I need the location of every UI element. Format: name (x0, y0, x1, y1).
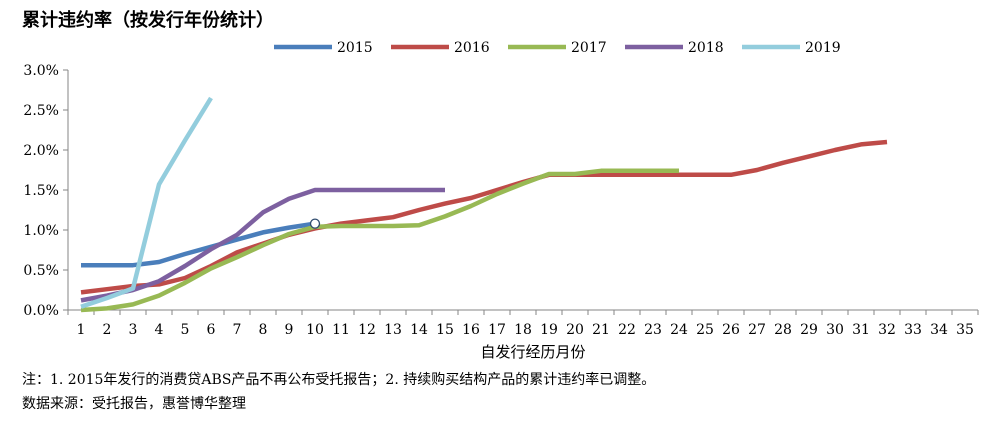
x-tick-label: 31 (852, 322, 870, 338)
series-line-2018 (80, 187, 445, 303)
y-tick-label: 2.5% (23, 103, 59, 119)
x-tick-label: 16 (462, 322, 480, 338)
legend-label-2019: 2019 (805, 40, 841, 56)
x-tick-label: 27 (748, 322, 766, 338)
x-tick-label: 24 (670, 322, 688, 338)
x-tick-label: 11 (332, 322, 350, 338)
x-tick-label: 6 (207, 322, 216, 338)
chart-axes: 0.0%0.5%1.0%1.5%2.0%2.5%3.0%1 2 3 4 5 6 7 8 9 10 1… (23, 63, 979, 361)
x-tick-label: 32 (878, 322, 896, 338)
series-line-2019 (80, 96, 213, 309)
x-tick-label: 19 (540, 322, 558, 338)
x-tick-label: 26 (722, 322, 740, 338)
x-tick-label: 35 (956, 322, 974, 338)
footnote: 注：1. 2015年发行的消费贷ABS产品不再公布受托报告；2. 持续购买结构产… (22, 372, 656, 388)
y-tick-label: 0.5% (23, 263, 59, 279)
y-tick-label: 1.5% (23, 183, 59, 199)
x-tick-label: 10 (306, 322, 324, 338)
series-line-2016 (80, 139, 888, 295)
x-tick-label: 9 (285, 322, 294, 338)
y-tick-label: 2.0% (23, 143, 59, 159)
x-tick-label: 1 (77, 322, 86, 338)
y-tick-label: 0.0% (23, 303, 59, 319)
y-tick-label: 1.0% (23, 223, 59, 239)
series-end-marker-2015 (309, 218, 321, 229)
series-line-2017 (80, 168, 679, 313)
x-tick-label: 23 (644, 322, 662, 338)
x-tick-label: 12 (358, 322, 376, 338)
x-tick-label: 8 (259, 322, 268, 338)
x-axis-label: 自发行经历月份 (480, 343, 585, 361)
x-tick-label: 5 (181, 322, 190, 338)
x-tick-label: 30 (826, 322, 844, 338)
x-tick-label: 4 (155, 322, 164, 338)
chart-legend: 2015 2016 2017 2018 2019 (274, 40, 841, 56)
data-source: 数据来源：受托报告，惠誉博华整理 (22, 396, 246, 412)
x-tick-label: 7 (233, 322, 242, 338)
x-tick-label: 21 (592, 322, 610, 338)
x-tick-label: 34 (930, 322, 948, 338)
legend-label-2018: 2018 (688, 40, 724, 56)
series-line-2015 (81, 221, 316, 268)
x-tick-label: 22 (618, 322, 636, 338)
legend-label-2017: 2017 (571, 40, 607, 56)
x-tick-label: 28 (774, 322, 792, 338)
x-tick-label: 14 (410, 322, 428, 338)
x-tick-label: 17 (488, 322, 506, 338)
x-tick-label: 33 (904, 322, 922, 338)
x-tick-label: 25 (696, 322, 714, 338)
legend-label-2015: 2015 (337, 40, 373, 56)
x-tick-label: 18 (514, 322, 532, 338)
legend-label-2016: 2016 (454, 40, 490, 56)
chart-title: 累计违约率（按发行年份统计） (22, 10, 274, 31)
x-tick-label: 2 (103, 322, 112, 338)
x-tick-label: 15 (436, 322, 454, 338)
chart-series (80, 96, 888, 313)
x-tick-label: 29 (800, 322, 818, 338)
x-tick-label: 13 (384, 322, 402, 338)
y-tick-label: 3.0% (23, 63, 59, 79)
x-tick-label: 20 (566, 322, 584, 338)
x-tick-label: 3 (129, 322, 138, 338)
